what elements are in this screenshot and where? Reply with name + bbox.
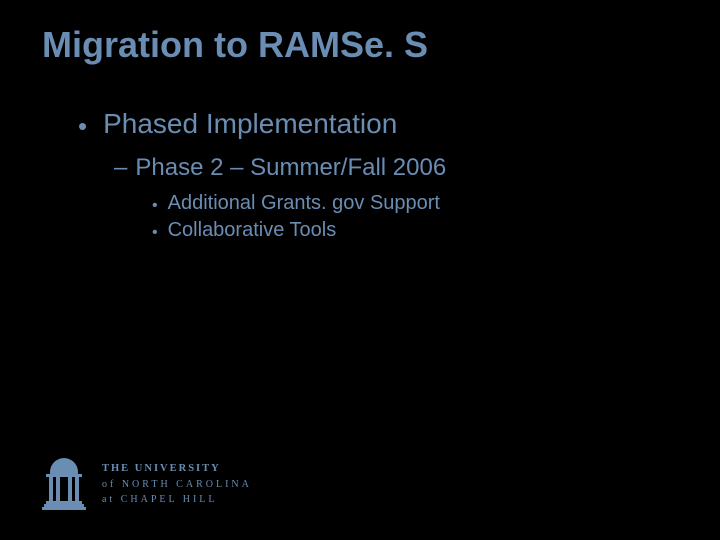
footer-line: THE UNIVERSITY — [102, 461, 252, 477]
old-well-icon — [42, 456, 86, 512]
bullet-level2: – Phase 2 – Summer/Fall 2006 — [114, 154, 446, 182]
bullet-level3: • Collaborative Tools — [152, 219, 446, 242]
bullet-text: Phase 2 – Summer/Fall 2006 — [135, 154, 446, 182]
dash-marker: – — [114, 154, 127, 182]
bullet-marker: • — [152, 198, 158, 214]
bullet-text: Phased Implementation — [103, 108, 397, 140]
slide-content: • Phased Implementation – Phase 2 – Summ… — [78, 108, 446, 246]
bullet-level1: • Phased Implementation — [78, 108, 446, 140]
footer-text: THE UNIVERSITY of NORTH CAROLINA at CHAP… — [102, 461, 252, 507]
footer-line: at CHAPEL HILL — [102, 492, 252, 507]
slide: Migration to RAMSe. S • Phased Implement… — [0, 0, 720, 540]
footer-logo: THE UNIVERSITY of NORTH CAROLINA at CHAP… — [42, 456, 252, 512]
slide-title: Migration to RAMSe. S — [42, 24, 428, 66]
bullet-text: Collaborative Tools — [168, 219, 337, 242]
bullet-level3: • Additional Grants. gov Support — [152, 192, 446, 215]
bullet-text: Additional Grants. gov Support — [168, 192, 440, 215]
bullet-marker: • — [78, 113, 87, 139]
bullet-marker: • — [152, 225, 158, 241]
footer-line: of NORTH CAROLINA — [102, 477, 252, 492]
